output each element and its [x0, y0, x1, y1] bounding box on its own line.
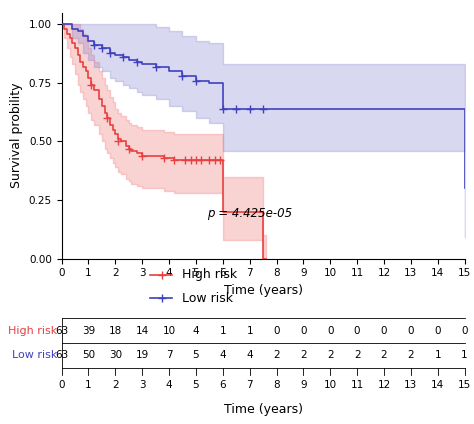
Text: 1: 1 [219, 326, 226, 336]
Point [158, 271, 165, 278]
Point [125, 145, 133, 152]
Text: High risk: High risk [9, 326, 58, 336]
Text: 2: 2 [381, 350, 387, 360]
Text: 18: 18 [109, 326, 122, 336]
Point [114, 138, 122, 145]
Text: 12: 12 [377, 380, 391, 390]
Text: 39: 39 [82, 326, 95, 336]
Text: 0: 0 [461, 326, 468, 336]
Text: 4: 4 [219, 350, 226, 360]
Point [246, 105, 254, 112]
Point [182, 157, 189, 164]
Point [87, 82, 95, 89]
Text: 6: 6 [219, 380, 226, 390]
Text: 4: 4 [166, 380, 173, 390]
Point [187, 157, 194, 164]
Text: 2: 2 [354, 350, 360, 360]
Text: 2: 2 [273, 350, 280, 360]
Text: 7: 7 [166, 350, 173, 360]
Text: 8: 8 [273, 380, 280, 390]
Text: 15: 15 [458, 380, 471, 390]
Text: 2: 2 [112, 380, 118, 390]
Point [179, 73, 186, 79]
Text: 14: 14 [136, 326, 149, 336]
Point [160, 154, 167, 161]
Text: 1: 1 [246, 326, 253, 336]
Text: 1: 1 [85, 380, 92, 390]
Text: 9: 9 [300, 380, 307, 390]
Text: Low risk: Low risk [182, 292, 234, 304]
Point [219, 105, 227, 112]
Point [106, 49, 114, 56]
Point [103, 114, 111, 121]
Text: High risk: High risk [182, 268, 237, 282]
Text: 3: 3 [139, 380, 146, 390]
Text: p = 4.425e-05: p = 4.425e-05 [207, 207, 292, 220]
Text: Time (years): Time (years) [224, 403, 302, 416]
Text: 10: 10 [324, 380, 337, 390]
Point [98, 45, 106, 51]
Text: 4: 4 [192, 326, 199, 336]
Text: 0: 0 [273, 326, 280, 336]
Text: 0: 0 [300, 326, 307, 336]
Text: 14: 14 [431, 380, 444, 390]
Point [232, 105, 240, 112]
Text: 63: 63 [55, 350, 68, 360]
Text: 2: 2 [327, 350, 334, 360]
Text: 13: 13 [404, 380, 418, 390]
Text: 11: 11 [350, 380, 364, 390]
Point [192, 77, 200, 84]
Point [119, 54, 127, 61]
Point [211, 157, 219, 164]
Point [198, 157, 205, 164]
Point [152, 63, 159, 70]
Text: 5: 5 [192, 350, 199, 360]
Text: 2: 2 [300, 350, 307, 360]
Text: 0: 0 [354, 326, 360, 336]
Point [192, 157, 200, 164]
Y-axis label: Survival probility: Survival probility [10, 83, 23, 188]
Text: 10: 10 [163, 326, 176, 336]
Point [90, 42, 98, 49]
Text: 50: 50 [82, 350, 95, 360]
Point [171, 157, 178, 164]
Text: 0: 0 [58, 380, 65, 390]
Text: 1: 1 [434, 350, 441, 360]
Text: 0: 0 [327, 326, 334, 336]
Point [216, 157, 224, 164]
Point [206, 157, 213, 164]
Point [259, 105, 267, 112]
Text: 2: 2 [408, 350, 414, 360]
Text: 0: 0 [434, 326, 441, 336]
Text: 4: 4 [246, 350, 253, 360]
Point [138, 152, 146, 159]
Text: 7: 7 [246, 380, 253, 390]
Text: 5: 5 [192, 380, 199, 390]
Text: 0: 0 [381, 326, 387, 336]
Point [133, 59, 141, 65]
Text: 1: 1 [461, 350, 468, 360]
Text: 30: 30 [109, 350, 122, 360]
X-axis label: Time (years): Time (years) [224, 284, 302, 297]
Text: 0: 0 [408, 326, 414, 336]
Text: 63: 63 [55, 326, 68, 336]
Text: 19: 19 [136, 350, 149, 360]
Text: Low risk: Low risk [12, 350, 58, 360]
Point [158, 295, 165, 301]
